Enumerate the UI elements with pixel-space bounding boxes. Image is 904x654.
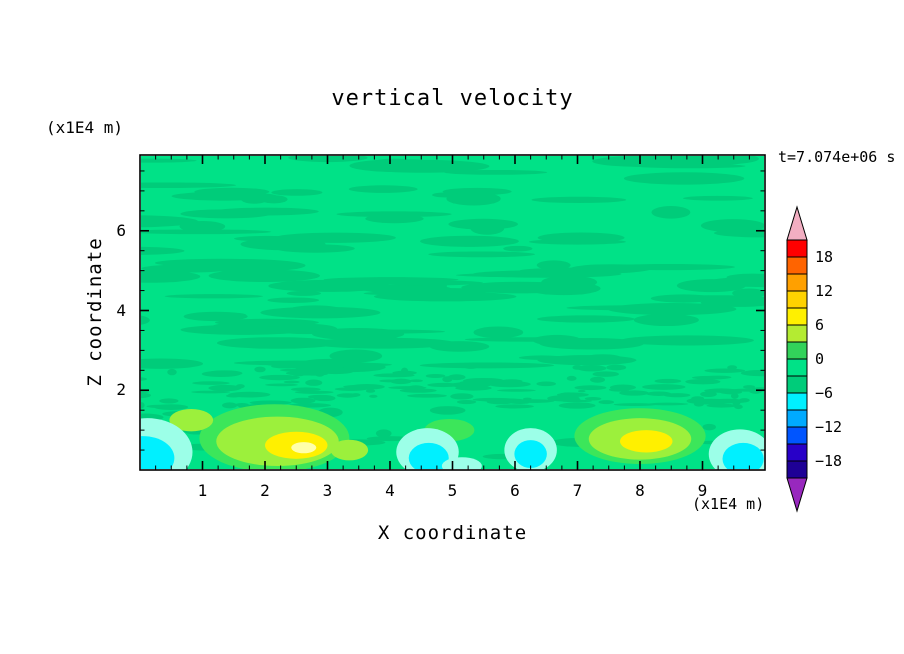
colorbar-tick-label: −12 [815, 418, 843, 436]
x-axis-label: X coordinate [377, 522, 528, 544]
x-tick-label: 6 [510, 481, 520, 500]
y-tick-label: 2 [116, 380, 126, 400]
x-tick-label: 3 [322, 481, 333, 500]
colorbar-tick-label: 12 [815, 282, 834, 300]
y-tick-label: 6 [116, 220, 126, 240]
timestamp-label: t=7.074e+06 s [778, 148, 896, 166]
x-tick-label: 1 [197, 481, 208, 500]
y-tick-label: 4 [116, 300, 126, 320]
x-tick-label: 5 [447, 481, 458, 500]
colorbar-tick-label: −6 [815, 384, 834, 402]
x-tick-label: 8 [635, 481, 645, 500]
z-axis-units-label: (x1E4 m) [46, 118, 124, 137]
colorbar-tick-label: 18 [815, 248, 834, 266]
x-tick-label: 2 [260, 481, 270, 500]
x-tick-label: 4 [385, 481, 395, 500]
colorbar-tick-label: 0 [815, 350, 825, 368]
colorbar-tick-label: 6 [815, 316, 825, 334]
plot-title: vertical velocity [331, 86, 574, 111]
x-tick-label: 9 [697, 481, 708, 500]
colorbar [786, 205, 808, 513]
x-tick-label: 7 [572, 481, 583, 500]
colorbar-tick-label: −18 [815, 452, 843, 470]
x-axis-units-label: (x1E4 m) [692, 495, 765, 513]
